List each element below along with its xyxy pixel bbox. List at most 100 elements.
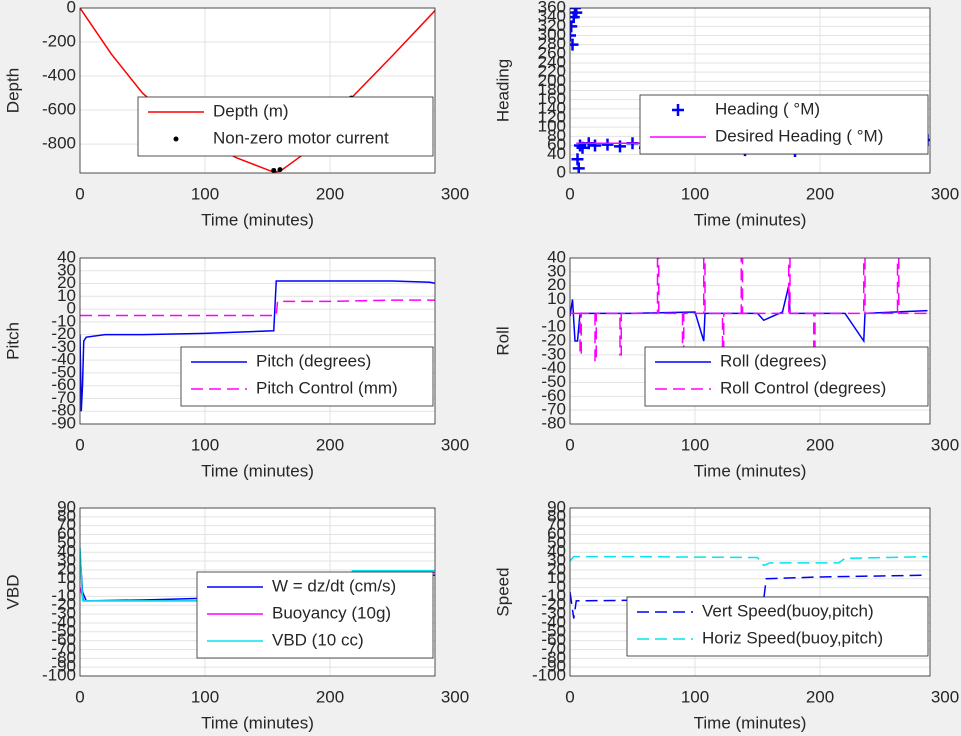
y-tick-label: 90 (57, 497, 76, 516)
x-tick-label: 200 (316, 184, 344, 203)
data-point (570, 38, 579, 51)
y-tick-label: -40 (541, 612, 566, 631)
axes-box (569, 507, 931, 677)
data-point (614, 140, 626, 153)
y-tick-label: 120 (538, 107, 566, 126)
legend-box (180, 346, 434, 407)
x-tick-label: 100 (191, 435, 219, 454)
y-tick-label: 360 (538, 0, 566, 16)
y-tick-label: 10 (57, 568, 76, 587)
x-tick-label: 300 (441, 184, 469, 203)
legend-label: Heading ( °M) (715, 99, 820, 118)
legend: Depth (m) Non-zero motor current (137, 96, 434, 157)
x-tick-label: 200 (806, 184, 834, 203)
legend: W = dz/dt (cm/s) Buoyancy (10g) VBD (10 cc… (196, 571, 434, 659)
legend-label: Pitch Control (mm) (256, 378, 398, 397)
series-group (570, 555, 928, 619)
y-tick-label: -20 (51, 595, 76, 614)
series-line (570, 555, 928, 567)
y-tick-label: 300 (538, 25, 566, 44)
y-tick-label: -30 (51, 604, 76, 623)
y-tick-label: 0 (557, 162, 566, 181)
data-point (570, 20, 578, 33)
y-tick-label: -50 (51, 621, 76, 640)
x-tick-label: 0 (565, 687, 574, 706)
y-tick-label: -60 (51, 375, 76, 394)
y-axis-label: Heading (493, 59, 512, 122)
y-tick-label: -90 (51, 413, 76, 432)
y-tick-label: -60 (541, 386, 566, 405)
y-tick-label: 200 (538, 71, 566, 90)
series-line (80, 280, 435, 412)
y-tick-label: -70 (51, 388, 76, 407)
y-tick-label: -80 (51, 648, 76, 667)
y-axis-label: VBD (3, 575, 22, 610)
axes-box (569, 7, 931, 174)
y-tick-label: 0 (557, 577, 566, 596)
y-tick-label: -40 (541, 358, 566, 377)
y-tick-label: -80 (541, 648, 566, 667)
y-tick-label: 20 (547, 559, 566, 578)
data-point (601, 138, 614, 151)
y-tick-label: 50 (57, 533, 76, 552)
y-axis-label: Speed (493, 567, 512, 616)
y-tick-label: 10 (57, 286, 76, 305)
x-axis-label: Time (minutes) (201, 713, 314, 732)
x-axis-label: Time (minutes) (201, 461, 314, 480)
x-tick-label: 100 (191, 687, 219, 706)
x-tick-label: 0 (565, 435, 574, 454)
y-tick-label: 20 (57, 273, 76, 292)
y-tick-label: -60 (541, 630, 566, 649)
series-group (80, 280, 435, 412)
x-tick-label: 300 (931, 435, 959, 454)
y-tick-label: 280 (538, 34, 566, 53)
x-tick-label: 300 (931, 184, 959, 203)
y-tick-label: 40 (57, 247, 76, 266)
y-tick-label: 20 (57, 559, 76, 578)
y-tick-label: 140 (538, 98, 566, 117)
y-tick-label: -70 (51, 639, 76, 658)
series-line (80, 299, 435, 317)
y-tick-label: -30 (541, 604, 566, 623)
x-tick-label: 0 (75, 435, 84, 454)
y-tick-label: 260 (538, 43, 566, 62)
x-tick-label: 0 (75, 184, 84, 203)
y-tick-label: 100 (538, 117, 566, 136)
y-tick-label: -40 (51, 612, 76, 631)
y-axis-label: Depth (3, 68, 22, 113)
legend-label: Depth (m) (213, 101, 289, 120)
series-line (80, 8, 435, 173)
y-tick-label: 60 (547, 524, 566, 543)
x-tick-label: 200 (806, 435, 834, 454)
x-tick-label: 100 (681, 687, 709, 706)
legend: Roll (degrees) Roll Control (degrees) (644, 346, 929, 407)
y-tick-label: 40 (547, 144, 566, 163)
y-tick-label: -100 (42, 665, 76, 684)
y-tick-label: 10 (547, 568, 566, 587)
y-tick-label: 60 (57, 524, 76, 543)
y-tick-label: -800 (42, 134, 76, 153)
y-tick-label: -50 (541, 372, 566, 391)
y-tick-label: 40 (57, 542, 76, 561)
y-tick-label: -90 (51, 657, 76, 676)
y-tick-label: 70 (57, 515, 76, 534)
series-line (570, 258, 928, 363)
x-tick-label: 100 (681, 184, 709, 203)
y-tick-label: 90 (547, 497, 566, 516)
y-tick-label: -10 (541, 317, 566, 336)
legend-marker (173, 136, 179, 142)
y-tick-label: 0 (557, 303, 566, 322)
y-tick-label: 160 (538, 89, 566, 108)
data-point (574, 139, 586, 152)
series-line (570, 574, 928, 619)
y-tick-label: -10 (51, 311, 76, 330)
x-tick-label: 0 (75, 687, 84, 706)
y-tick-label: 180 (538, 80, 566, 99)
y-tick-label: 20 (547, 275, 566, 294)
axes: 0 100 200 300403020100-10-20-30-40-50-60-70… (493, 247, 959, 480)
y-tick-label: -20 (541, 595, 566, 614)
y-tick-label: -10 (51, 586, 76, 605)
y-tick-label: -80 (51, 401, 76, 420)
y-tick-label: -600 (42, 100, 76, 119)
